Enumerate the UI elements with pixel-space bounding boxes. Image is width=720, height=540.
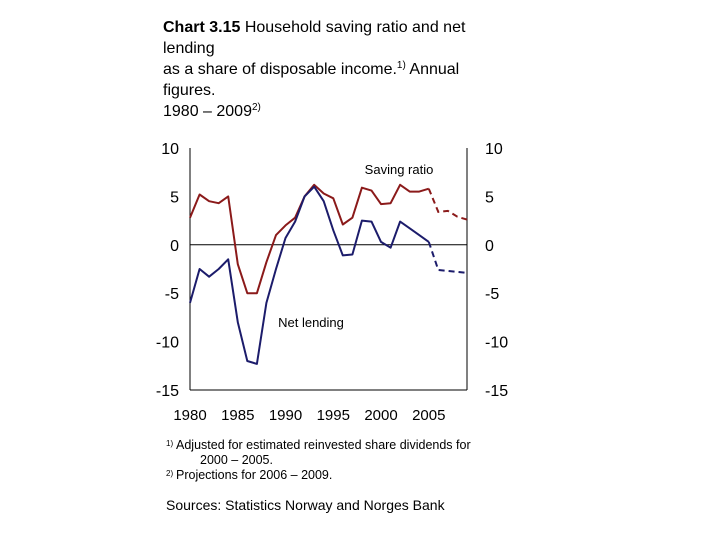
- sources: Sources: Statistics Norway and Norges Ba…: [166, 497, 445, 513]
- title-line1: Household saving ratio and net: [240, 19, 466, 36]
- x-tick-label: 1995: [317, 407, 350, 424]
- x-tick-label: 2005: [412, 407, 445, 424]
- y-tick-label-right: -10: [485, 335, 508, 352]
- y-tick-label-left: -10: [156, 335, 179, 352]
- title-footnote-mark-2: 2): [251, 102, 261, 113]
- chart-number: Chart 3.15: [163, 19, 241, 36]
- footnote-2: 2) Projections for 2006 – 2009.: [166, 468, 471, 483]
- y-tick-label-left: -15: [156, 383, 179, 400]
- y-tick-label-right: 10: [485, 141, 503, 158]
- title-line3b: Annual: [405, 61, 460, 78]
- saving-projection-line: [427, 188, 468, 221]
- lending-series-line: [189, 185, 430, 365]
- x-tick-label: 2000: [364, 407, 397, 424]
- y-tick-label-left: 5: [170, 189, 179, 206]
- title-line4: figures.: [163, 82, 216, 99]
- title-line5: 1980 – 2009: [163, 103, 252, 120]
- title-line2: lending: [163, 40, 215, 57]
- y-tick-label-right: 5: [485, 189, 494, 206]
- footnote-2-mark: 2): [166, 469, 174, 478]
- footnote-2-line1: Projections for 2006 – 2009.: [176, 468, 333, 482]
- title-line3a: as a share of disposable income.: [163, 61, 397, 78]
- footnote-1-line1: Adjusted for estimated reinvested share …: [176, 438, 471, 452]
- y-tick-label-right: 0: [485, 238, 494, 255]
- x-tick-label: 1990: [269, 407, 302, 424]
- net-lending-label: Net lending: [278, 315, 344, 330]
- y-tick-label-right: -15: [485, 383, 508, 400]
- y-tick-label-right: -5: [485, 286, 499, 303]
- y-tick-label-left: -5: [165, 286, 179, 303]
- x-tick-label: 1985: [221, 407, 254, 424]
- footnote-1-line2: 2000 – 2005.: [200, 453, 273, 467]
- footnote-1: 1) Adjusted for estimated reinvested sha…: [166, 438, 471, 468]
- footnotes: 1) Adjusted for estimated reinvested sha…: [166, 438, 471, 483]
- chart-title: Chart 3.15 Household saving ratio and ne…: [163, 17, 523, 122]
- y-tick-label-left: 0: [170, 238, 179, 255]
- title-footnote-mark-1: 1): [396, 60, 406, 71]
- footnote-1-mark: 1): [166, 439, 174, 448]
- x-tick-label: 1980: [173, 407, 206, 424]
- y-tick-label-left: 10: [161, 141, 179, 158]
- saving-ratio-label: Saving ratio: [365, 162, 434, 177]
- lending-projection-line: [427, 241, 468, 274]
